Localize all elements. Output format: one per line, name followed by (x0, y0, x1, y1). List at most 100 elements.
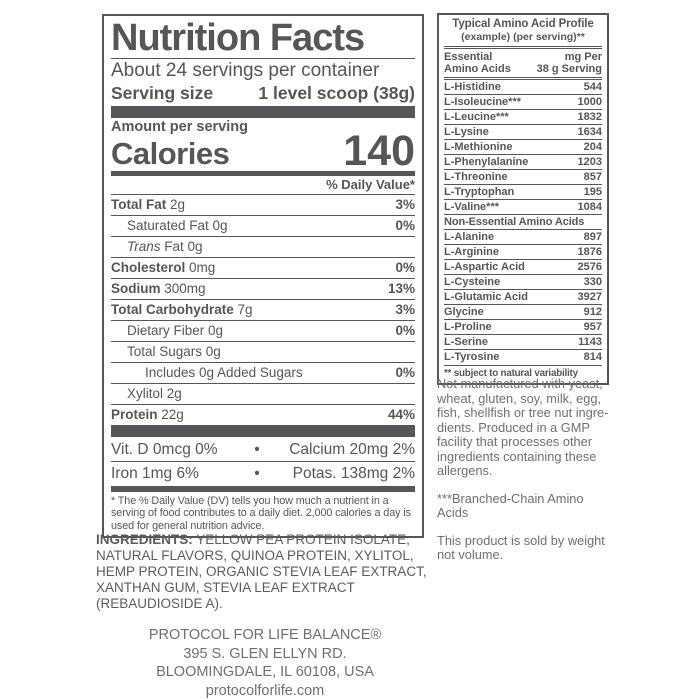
serving-size-label: Serving size (111, 83, 214, 103)
nutrient-name: Total Fat 2g (111, 197, 186, 212)
amino-value: 330 (583, 275, 602, 288)
nutrient-daily-value: 0% (395, 218, 415, 233)
ingredients-label: INGREDIENTS: (96, 532, 193, 547)
amino-name: L-Methionine (444, 140, 513, 153)
calories-value: 140 (343, 127, 415, 175)
nutrient-row: Dietary Fiber 0g 0% (111, 320, 415, 341)
serving-size-row: Serving size 1 level scoop (38g) (111, 82, 415, 104)
amino-value: 1203 (577, 155, 602, 168)
amino-row: L-Tyrosine 814 (444, 349, 602, 364)
nutrient-daily-value: 0% (395, 260, 415, 275)
micronutrient-left: Iron 1mg 6% (111, 465, 199, 482)
amino-acid-profile-panel: Typical Amino Acid Profile (example) (pe… (437, 13, 609, 385)
non-essential-header: Non-Essential Amino Acids (444, 214, 602, 229)
amino-name: L-Alanine (444, 230, 495, 243)
non-essential-amino-rows: L-Alanine 897 L-Arginine 1876 L-Aspartic Aci… (444, 229, 602, 364)
amino-name: L-Aspartic Acid (444, 260, 525, 273)
nutrient-name-bold: Total Carbohydrate (111, 302, 234, 317)
nutrient-row: Includes 0g Added Sugars 0% (111, 362, 415, 383)
amino-name: L-Glutamic Acid (444, 290, 528, 303)
amino-row: L-Serine 1143 (444, 334, 602, 349)
weight-note: This product is sold by weight not volum… (437, 532, 605, 562)
address-block: PROTOCOL FOR LIFE BALANCE® 395 S. GLEN E… (90, 626, 440, 700)
side-notes: Not manufactured with yeast, wheat, glut… (437, 376, 629, 576)
micronutrient-row: Iron 1mg 6% • Potas. 138mg 2% (111, 461, 415, 485)
amino-table-title: Typical Amino Acid Profile (452, 18, 594, 30)
micronutrient-rows: Vit. D 0mcg 0% • Calcium 20mg 2% Iron 1mg 6… (111, 438, 415, 485)
essential-amino-rows: L-Histidine 544 L-Isoleucine*** 1000 L-Leuci… (444, 80, 602, 214)
nutrient-name: Includes 0g Added Sugars (145, 365, 303, 380)
amino-col-header-right: mg Per 38 g Serving (536, 51, 602, 75)
nutrient-daily-value: 0% (395, 323, 415, 338)
nutrition-facts-title: Nutrition Facts (111, 18, 415, 59)
amino-value: 2576 (577, 260, 602, 273)
daily-value-header: % Daily Value* (111, 176, 415, 195)
double-rule (444, 46, 602, 49)
amino-name: L-Threonine (444, 170, 508, 183)
servings-per-container: About 24 servings per container (111, 60, 380, 81)
amino-row: L-Cysteine 330 (444, 274, 602, 289)
amino-table-subtitle: (example) (per serving)** (461, 31, 585, 43)
nutrient-name: Xylitol 2g (127, 386, 182, 401)
amino-row: Glycine 912 (444, 304, 602, 319)
amino-value: 857 (583, 170, 602, 183)
thin-thick-rule (111, 486, 415, 492)
serving-size-value: 1 level scoop (38g) (258, 83, 415, 103)
nutrient-name: Cholesterol 0mg (111, 260, 216, 275)
amino-row: L-Threonine 857 (444, 169, 602, 184)
bcaa-note: ***Branched-Chain Amino Acids (437, 490, 584, 520)
amino-row: L-Aspartic Acid 2576 (444, 259, 602, 274)
nutrient-daily-value: 3% (395, 302, 415, 317)
micronutrient-left: Vit. D 0mcg 0% (111, 441, 218, 458)
nutrient-daily-value: 0% (395, 365, 415, 380)
amino-name: L-Arginine (444, 245, 499, 258)
amino-value: 1143 (578, 335, 602, 348)
nutrition-facts-panel: Nutrition Facts About 24 servings per co… (102, 14, 424, 539)
amino-value: 897 (583, 230, 602, 243)
nutrient-daily-value: 44% (387, 407, 415, 422)
nutrient-name-italic: Trans (127, 239, 161, 254)
nutrient-name: Total Carbohydrate 7g (111, 302, 253, 317)
nutrient-name: Total Sugars 0g (127, 344, 221, 359)
amino-table-header-row: Essential Amino Acids mg Per 38 g Servin… (444, 49, 602, 77)
amino-row: L-Lysine 1634 (444, 124, 602, 139)
amino-name: L-Lysine (444, 125, 489, 138)
double-rule (444, 77, 602, 80)
website-text: protocolforlife.com (205, 682, 325, 699)
nutrient-row: Protein 22g 44% (111, 404, 415, 425)
amino-value: 544 (583, 80, 602, 93)
nutrient-row: Xylitol 2g (111, 383, 415, 404)
nutrient-name: Trans Fat 0g (127, 239, 203, 254)
amino-name: L-Histidine (444, 80, 501, 93)
nutrient-row: Total Sugars 0g (111, 341, 415, 362)
amino-row: L-Phenylalanine 1203 (444, 154, 602, 169)
nutrient-name-bold: Protein (111, 407, 158, 422)
thick-rule (111, 106, 415, 118)
amino-row: L-Valine*** 1084 (444, 199, 602, 214)
amino-value: 1084 (577, 200, 602, 213)
nutrient-daily-value: 3% (395, 197, 415, 212)
amino-table-footnote: ** subject to natural variability (444, 365, 602, 380)
amino-name: L-Serine (444, 335, 489, 348)
ingredients-text: YELLOW PEA PROTEIN ISOLATE, NATURAL FLAV… (96, 532, 427, 611)
amino-name: L-Isoleucine*** (444, 95, 522, 108)
nutrient-row: Total Carbohydrate 7g 3% (111, 299, 415, 320)
amino-row: L-Tryptophan 195 (444, 184, 602, 199)
amino-value: 1634 (577, 125, 602, 138)
nutrient-daily-value: 13% (387, 281, 415, 296)
amino-row: L-Methionine 204 (444, 139, 602, 154)
thick-rule (111, 425, 415, 437)
amino-name: L-Tyrosine (444, 350, 500, 363)
medium-rule (111, 171, 415, 176)
amino-col-header-left: Essential Amino Acids (444, 51, 511, 75)
nutrient-name-bold: Cholesterol (111, 260, 186, 275)
amino-name: Glycine (444, 305, 484, 318)
calories-label: Calories (111, 136, 230, 171)
amino-value: 1876 (577, 245, 602, 258)
ingredients-block: INGREDIENTS: YELLOW PEA PROTEIN ISOLATE,… (96, 532, 444, 612)
amino-value: 1832 (577, 110, 602, 123)
amino-row: L-Proline 957 (444, 319, 602, 334)
amino-value: 195 (583, 185, 602, 198)
amino-row: L-Histidine 544 (444, 80, 602, 94)
calories-row: Calories 140 (111, 127, 415, 175)
